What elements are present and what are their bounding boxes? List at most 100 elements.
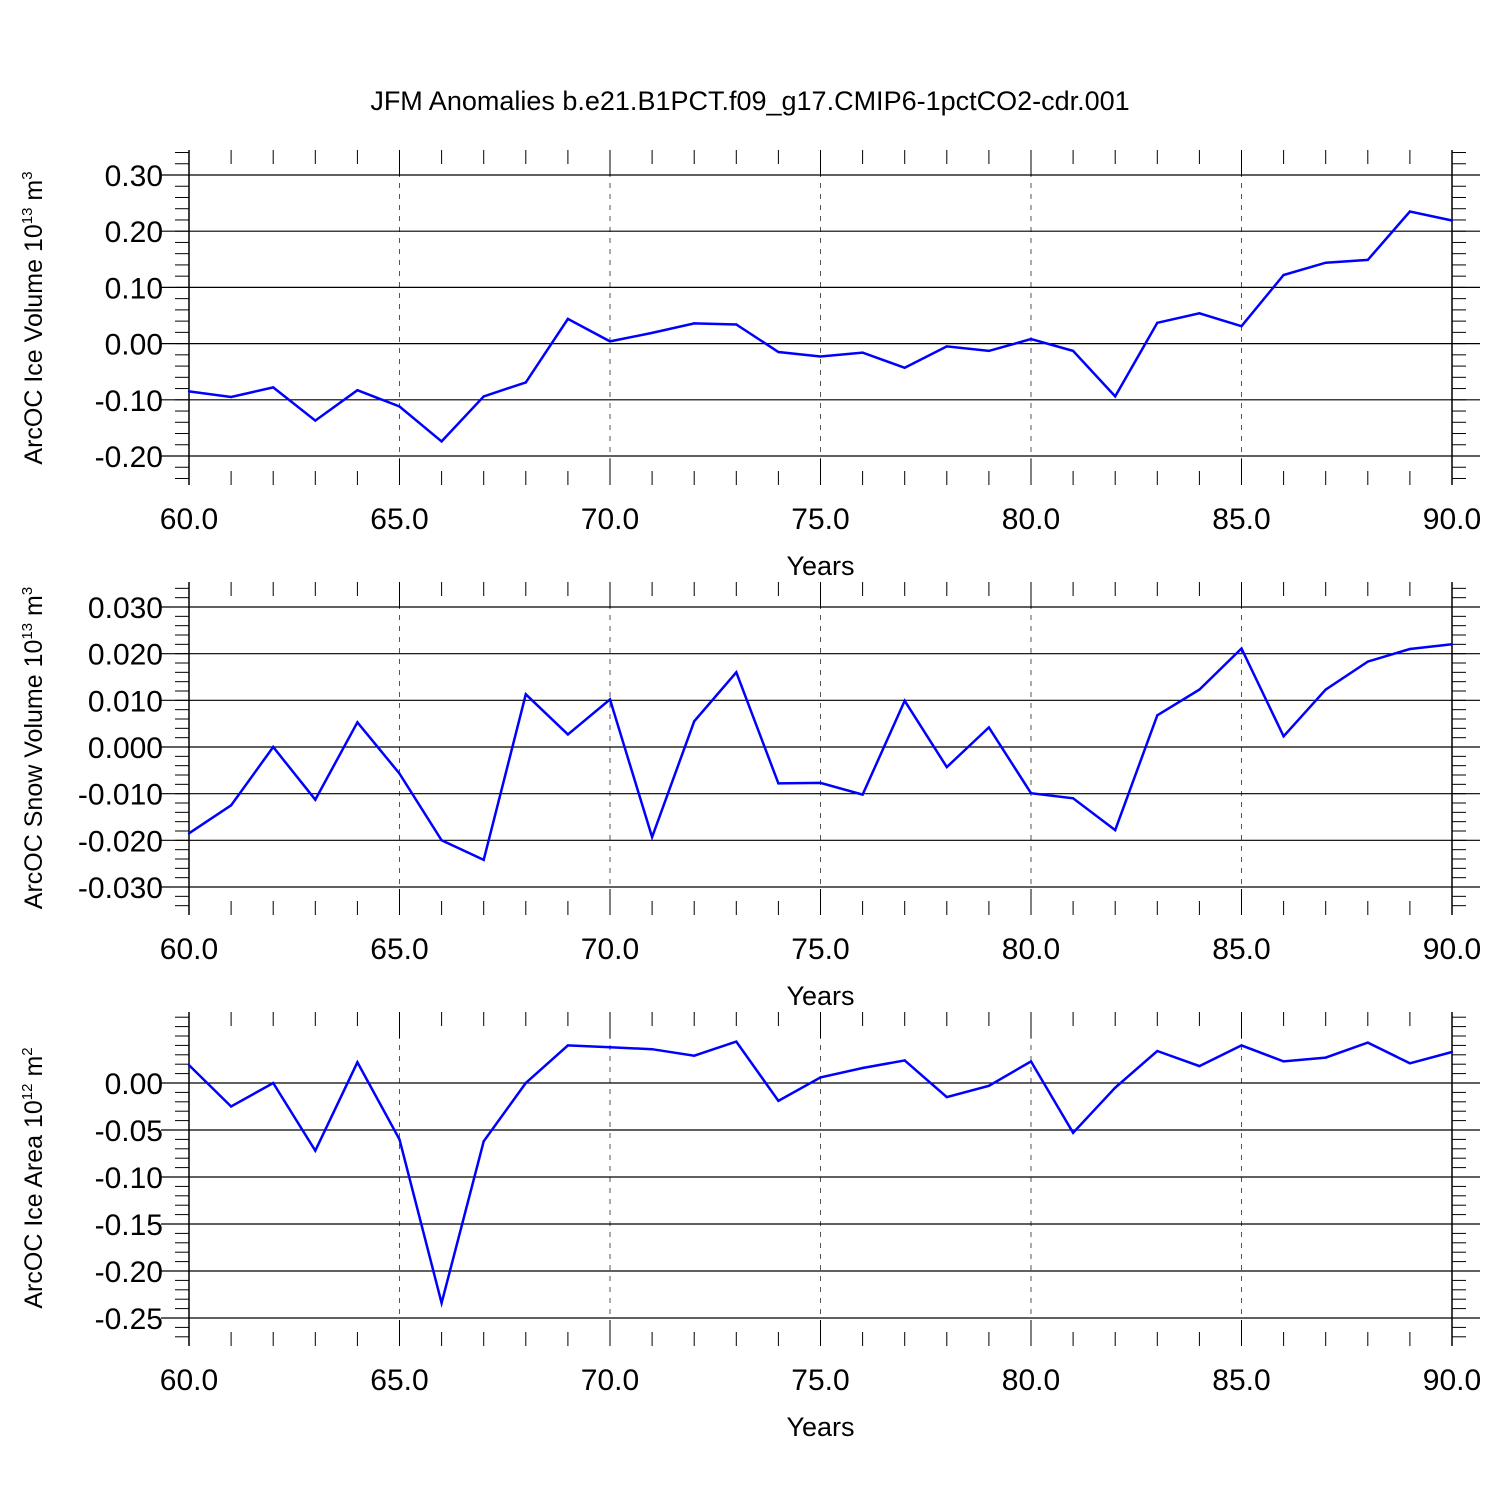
data-point [1240, 647, 1243, 650]
y-tick-label: -0.030 [78, 872, 163, 905]
y-tick-label: -0.10 [95, 385, 163, 418]
data-point [314, 419, 317, 422]
chart-panel-2: -0.030 -0.020 -0.010 0.000 0.010 0.020 0.030 60… [19, 582, 1481, 1011]
x-tick-label: 90.0 [1423, 933, 1481, 966]
y-tick-label: -0.05 [95, 1115, 163, 1148]
data-point [1450, 643, 1454, 646]
data-point [398, 772, 401, 775]
data-point [1282, 273, 1285, 277]
data-point [1366, 1041, 1370, 1044]
data-point [1324, 261, 1327, 264]
y-tick-label: -0.15 [95, 1209, 163, 1242]
x-axis-label: Years [786, 981, 854, 1011]
data-point [735, 671, 738, 674]
data-point [1071, 349, 1075, 353]
data-point [1029, 792, 1033, 795]
data-point [314, 798, 317, 801]
data-point [187, 1063, 191, 1067]
data-point [566, 1044, 570, 1047]
data-point [1156, 714, 1159, 717]
data-point [1366, 258, 1370, 262]
chart-title: JFM Anomalies b.e21.B1PCT.f09_g17.CMIP6-… [370, 86, 1129, 116]
y-tick-label: -0.20 [95, 441, 163, 474]
data-point [819, 781, 822, 785]
data-point [1408, 647, 1412, 651]
y-axis-label: ArcOC Snow Volume 1013 m3 [19, 587, 48, 909]
x-tick-label: 90.0 [1423, 1364, 1481, 1397]
data-point [229, 395, 233, 399]
data-point [608, 340, 612, 343]
data-point [1450, 1050, 1454, 1054]
data-point [272, 745, 275, 749]
data-point [693, 720, 696, 723]
x-tick-label: 75.0 [791, 1364, 849, 1397]
y-axis-label: ArcOC Ice Area 1012 m2 [19, 1047, 48, 1308]
data-point [1366, 660, 1370, 663]
data-point [777, 1099, 780, 1103]
data-point [1071, 797, 1075, 800]
data-point [861, 1066, 864, 1070]
data-point [1282, 1060, 1285, 1063]
x-axis-label: Years [786, 551, 854, 581]
chart-panel-3: -0.25 -0.20 -0.15 -0.10 -0.05 0.00 60.0 65.0 70.… [19, 1012, 1481, 1442]
x-tick-label: 60.0 [160, 1364, 218, 1397]
data-point [1114, 1086, 1117, 1089]
data-point [1156, 1049, 1159, 1053]
data-point [482, 1140, 485, 1143]
data-point [187, 390, 191, 393]
data-point [1071, 1131, 1075, 1135]
data-point [819, 1076, 822, 1079]
data-point [608, 1046, 612, 1049]
data-point [1240, 324, 1243, 328]
x-axis-label: Years [786, 1412, 854, 1442]
y-tick-label: -0.20 [95, 1256, 163, 1289]
data-point [693, 322, 696, 325]
data-point [398, 1138, 401, 1141]
data-point [440, 839, 443, 842]
y-tick-label: -0.10 [95, 1162, 163, 1195]
data-point [398, 405, 401, 408]
data-point [524, 693, 527, 696]
x-tick-label: 80.0 [1002, 1364, 1060, 1397]
x-tick-label: 65.0 [370, 503, 428, 536]
data-point [440, 440, 443, 443]
x-tick-label: 90.0 [1423, 503, 1481, 536]
panels: -0.20 -0.10 0.00 0.10 0.20 0.30 60.0 65.0 70.0 75… [19, 150, 1481, 1442]
data-point [356, 1061, 359, 1064]
data-point [777, 782, 780, 785]
data-point [903, 366, 906, 369]
data-point [987, 1084, 991, 1088]
data-point [482, 858, 485, 862]
data-point [1029, 337, 1033, 341]
y-tick-label: 0.010 [88, 685, 163, 718]
y-tick-label: -0.25 [95, 1303, 163, 1336]
x-tick-label: 75.0 [791, 503, 849, 536]
data-point [903, 1059, 906, 1062]
data-point [229, 1105, 233, 1108]
data-point [1198, 1064, 1201, 1068]
data-point [272, 1081, 275, 1085]
y-tick-label: -0.010 [78, 779, 163, 812]
data-point [566, 733, 570, 736]
data-point [1324, 688, 1327, 691]
y-tick-label: 0.000 [88, 732, 163, 765]
data-point [1450, 219, 1454, 222]
x-tick-label: 80.0 [1002, 933, 1060, 966]
y-tick-label: 0.30 [105, 160, 163, 193]
data-point [903, 699, 906, 702]
y-tick-label: 0.030 [88, 592, 163, 625]
x-tick-label: 75.0 [791, 933, 849, 966]
x-tick-label: 60.0 [160, 933, 218, 966]
data-point [187, 832, 191, 835]
data-point [1408, 210, 1412, 213]
y-tick-label: 0.020 [88, 639, 163, 672]
data-point [524, 381, 527, 384]
data-point [1408, 1062, 1412, 1065]
chart-panel-1: -0.20 -0.10 0.00 0.10 0.20 0.30 60.0 65.0 70.0 75… [19, 150, 1481, 581]
data-point [650, 1047, 654, 1051]
data-point [1198, 312, 1201, 315]
data-point [735, 1040, 738, 1043]
data-point [524, 1081, 527, 1085]
data-point [650, 331, 654, 335]
